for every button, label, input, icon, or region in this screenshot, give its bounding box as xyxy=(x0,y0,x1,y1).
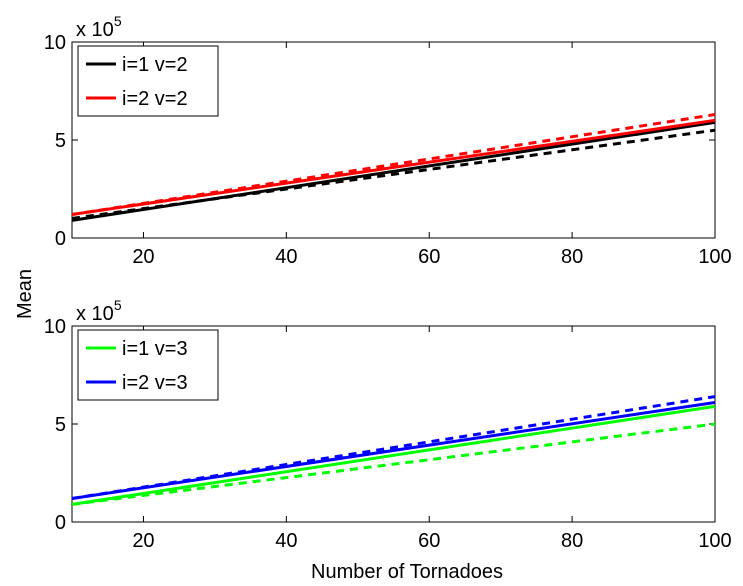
series-line-i-1-v-2 xyxy=(72,120,715,222)
series-line-dashed-3 xyxy=(72,113,715,216)
x-tick-label: 80 xyxy=(561,246,583,268)
legend-label: i=2 v=3 xyxy=(122,372,188,394)
series-line-dashed-2 xyxy=(72,128,715,220)
y-multiplier-exponent: 5 xyxy=(114,297,122,313)
legend-label: i=1 v=2 xyxy=(122,54,188,76)
y-tick-label: 10 xyxy=(44,316,66,338)
x-axis-label: Number of Tornadoes xyxy=(311,561,503,583)
legend: i=1 v=3 i=2 v=3 xyxy=(77,329,219,401)
series-line-dashed-2 xyxy=(72,422,715,506)
x-tick-label: 40 xyxy=(275,530,297,552)
series-line-i-2-v-3 xyxy=(72,400,715,500)
x-tick-label: 60 xyxy=(418,530,440,552)
series-line-i-2-v-2 xyxy=(72,118,715,216)
legend-box xyxy=(77,329,219,401)
y-axis-label: Mean xyxy=(14,269,36,319)
legend-box xyxy=(77,45,219,117)
x-tick-label: 20 xyxy=(132,246,154,268)
series-line-i-1-v-3 xyxy=(72,404,715,506)
x-tick-label: 20 xyxy=(132,530,154,552)
x-tick-label: 100 xyxy=(698,530,731,552)
y-tick-label: 10 xyxy=(44,32,66,54)
series-line-dashed-3 xyxy=(72,395,715,500)
y-tick-label: 5 xyxy=(55,414,66,436)
x-tick-label: 40 xyxy=(275,246,297,268)
legend-label: i=2 v=2 xyxy=(122,88,188,110)
x-tick-label: 60 xyxy=(418,246,440,268)
y-tick-label: 0 xyxy=(55,512,66,534)
x-tick-label: 100 xyxy=(698,246,731,268)
x-tick-label: 80 xyxy=(561,530,583,552)
y-multiplier-label: x 105 xyxy=(76,297,122,325)
y-tick-label: 5 xyxy=(55,130,66,152)
legend-label: i=1 v=3 xyxy=(122,338,188,360)
y-tick-label: 0 xyxy=(55,228,66,250)
y-multiplier-exponent: 5 xyxy=(114,13,122,29)
legend: i=1 v=2 i=2 v=2 xyxy=(77,45,219,117)
y-multiplier-label: x 105 xyxy=(76,13,122,41)
